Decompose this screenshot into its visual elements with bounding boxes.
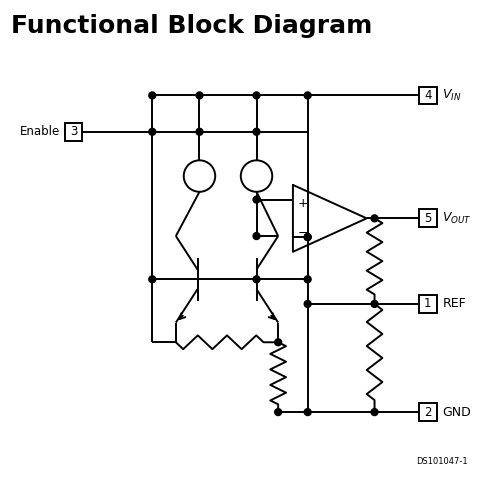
Text: −: − [297,227,307,239]
Circle shape [303,301,311,307]
Bar [418,209,435,227]
Circle shape [240,160,272,192]
Bar [65,123,82,141]
Text: Enable: Enable [20,125,60,138]
Circle shape [303,234,311,240]
Circle shape [274,409,281,415]
Text: DS101047-1: DS101047-1 [416,457,467,466]
Text: 2: 2 [423,406,431,419]
Bar [418,295,435,313]
Circle shape [148,276,156,283]
Bar [418,403,435,421]
Circle shape [371,215,377,222]
Circle shape [183,160,215,192]
Text: GND: GND [442,406,470,419]
Text: REF: REF [442,297,465,310]
Circle shape [303,92,311,99]
Circle shape [196,92,203,99]
Circle shape [252,233,259,239]
Text: Functional Block Diagram: Functional Block Diagram [11,13,371,38]
Text: +: + [297,197,307,210]
Circle shape [371,409,377,415]
Circle shape [303,409,311,415]
Circle shape [148,92,156,99]
Circle shape [274,339,281,346]
Circle shape [196,129,203,135]
Circle shape [148,129,156,135]
Circle shape [252,92,259,99]
Bar [418,87,435,104]
Text: 1: 1 [423,297,431,310]
Text: 4: 4 [423,89,431,102]
Circle shape [252,276,259,283]
Text: 3: 3 [70,125,77,138]
Text: $V_{OUT}$: $V_{OUT}$ [442,211,471,226]
Circle shape [252,196,259,203]
Circle shape [371,301,377,307]
Circle shape [252,129,259,135]
Circle shape [303,276,311,283]
Text: 5: 5 [423,212,431,225]
Circle shape [303,234,311,240]
Text: $V_{IN}$: $V_{IN}$ [442,88,461,103]
